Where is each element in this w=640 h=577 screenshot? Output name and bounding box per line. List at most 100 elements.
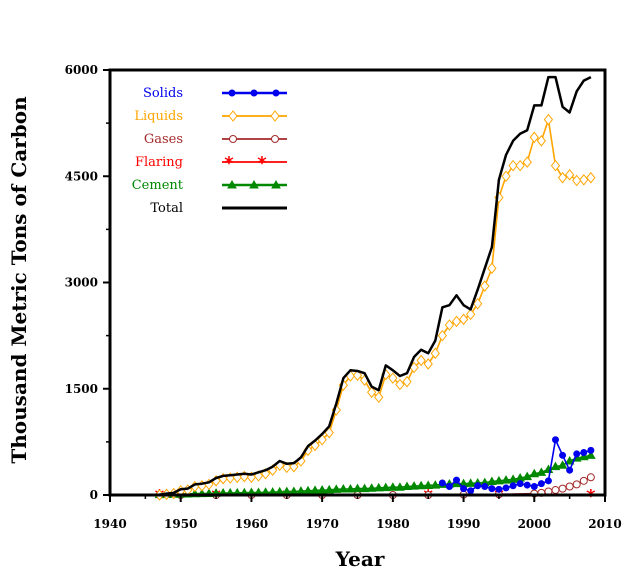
- x-tick-label: 1950: [164, 517, 197, 531]
- point-liquids: [579, 173, 589, 186]
- point-liquids: [458, 313, 469, 326]
- y-tick-label: 6000: [65, 63, 98, 77]
- y-axis-title: Thousand Metric Tons of Carbon: [7, 96, 31, 464]
- point-liquids: [515, 159, 525, 172]
- point-cement: [501, 475, 511, 484]
- point-cement: [345, 483, 356, 493]
- legend-marker: [228, 110, 238, 122]
- point-liquids: [423, 358, 433, 370]
- point-liquids: [522, 156, 532, 168]
- x-tick-label: 1940: [93, 517, 126, 531]
- point-liquids: [416, 354, 426, 367]
- point-solids: [495, 485, 503, 493]
- legend-marker: [272, 89, 280, 97]
- legend-label: Liquids: [134, 109, 183, 124]
- point-liquids: [402, 375, 412, 388]
- point-gases: [565, 482, 574, 491]
- point-gases: [558, 484, 567, 493]
- point-cement: [494, 475, 504, 485]
- point-solids: [445, 483, 453, 490]
- legend-marker: *: [224, 153, 234, 174]
- series-line-solids: [442, 438, 592, 492]
- point-cement: [317, 485, 328, 494]
- y-tick-label: 3000: [65, 276, 98, 290]
- point-cement: [585, 450, 596, 459]
- point-liquids: [395, 378, 405, 391]
- point-cement: [423, 480, 434, 489]
- point-solids: [453, 476, 460, 484]
- point-liquids: [586, 171, 596, 184]
- x-axis-title: Year: [335, 547, 385, 571]
- point-liquids: [437, 329, 447, 342]
- point-liquids: [388, 372, 398, 384]
- point-liquids: [572, 174, 582, 187]
- point-cement: [352, 483, 363, 493]
- point-liquids: [557, 171, 568, 184]
- point-gases: [551, 486, 560, 495]
- x-tick-label: 1980: [376, 517, 409, 531]
- legend-label: Flaring: [135, 155, 183, 170]
- plot-frame: [108, 68, 607, 497]
- series-line-total: [159, 75, 592, 496]
- point-solids: [530, 483, 538, 490]
- point-cement: [380, 482, 391, 492]
- point-liquids: [367, 386, 377, 399]
- y-axis: 0 1500 3000 4500 6000: [65, 63, 110, 502]
- point-liquids: [466, 308, 476, 321]
- x-tick-label: 2000: [518, 517, 551, 531]
- point-cement: [465, 478, 476, 487]
- point-cement: [395, 482, 405, 491]
- legend-item-total: Total: [150, 201, 287, 216]
- legend-marker: [229, 135, 237, 143]
- series-total: [159, 75, 592, 496]
- point-cement: [409, 481, 419, 490]
- point-liquids: [565, 169, 575, 181]
- point-liquids: [501, 170, 511, 183]
- point-liquids: [543, 113, 554, 126]
- point-cement: [529, 468, 540, 478]
- point-cement: [366, 483, 377, 492]
- point-solids: [438, 479, 446, 487]
- point-liquids: [529, 131, 539, 144]
- point-cement: [430, 480, 441, 489]
- legend-item-flaring: Flaring * *: [135, 153, 287, 174]
- point-solids: [544, 477, 552, 485]
- point-liquids: [282, 461, 292, 474]
- series-layer: *******: [154, 75, 596, 507]
- point-solids: [502, 484, 510, 492]
- point-solids: [516, 480, 524, 488]
- point-liquids: [430, 347, 440, 360]
- point-cement: [564, 455, 575, 465]
- point-gases: [586, 473, 595, 482]
- legend-item-cement: Cement: [132, 178, 287, 193]
- legend-marker: [271, 179, 281, 189]
- y-tick-label: 4500: [65, 169, 98, 183]
- legend-label: Cement: [132, 178, 184, 193]
- point-solids: [580, 449, 588, 456]
- legend-item-solids: Solids: [143, 86, 287, 101]
- legend-marker: [250, 89, 258, 97]
- point-cement: [331, 484, 342, 493]
- series-solids: [438, 436, 595, 495]
- point-cement: [359, 483, 370, 493]
- y-tick-label: 1500: [65, 382, 98, 396]
- series-liquids: [154, 113, 596, 501]
- legend-marker: [228, 89, 236, 97]
- point-cement: [522, 471, 533, 481]
- point-cement: [536, 467, 547, 476]
- point-solids: [559, 451, 567, 459]
- point-solids: [552, 436, 559, 444]
- legend-marker: [227, 179, 237, 189]
- point-cement: [550, 461, 561, 471]
- point-cement: [324, 484, 335, 494]
- point-cement: [373, 482, 384, 492]
- point-cement: [486, 476, 497, 486]
- legend: Solids Liquids Gases Flaring * * Cement Total: [132, 86, 287, 216]
- point-solids: [523, 481, 531, 489]
- point-liquids: [480, 280, 490, 292]
- point-liquids: [536, 135, 546, 147]
- point-solids: [467, 487, 475, 495]
- legend-label: Gases: [144, 132, 183, 147]
- point-gases: [579, 476, 588, 485]
